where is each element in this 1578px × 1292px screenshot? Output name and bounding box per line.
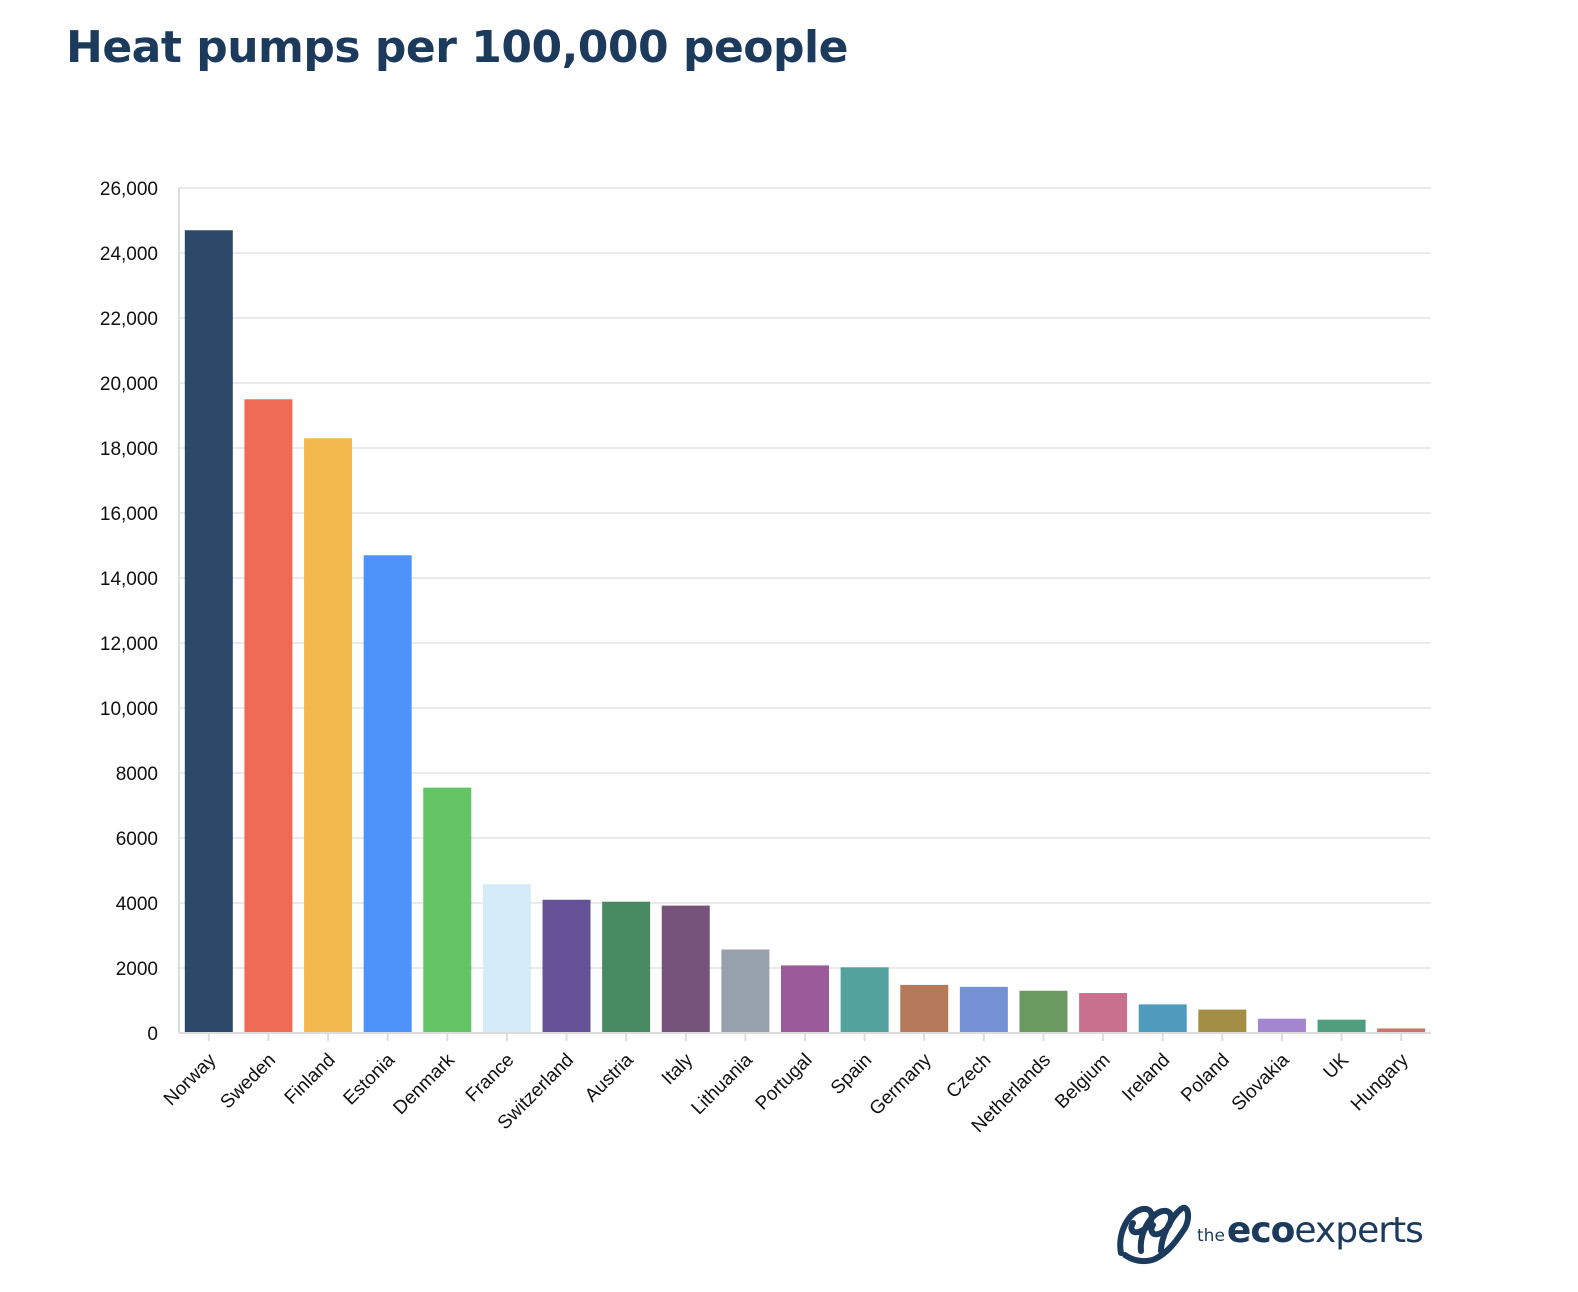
y-tick-label: 4000 <box>116 894 158 915</box>
x-label-estonia: Estonia <box>340 1049 400 1109</box>
brand-the-text: the <box>1197 1225 1225 1246</box>
bar-hungary <box>1377 1028 1426 1033</box>
x-label-spain: Spain <box>827 1050 876 1099</box>
bars <box>184 230 1426 1033</box>
bar-ireland <box>1138 1004 1187 1033</box>
bar-sweden <box>244 399 293 1033</box>
y-tick-label: 12,000 <box>100 634 158 655</box>
y-tick-label: 0 <box>147 1024 158 1045</box>
brand-experts-text: experts <box>1294 1210 1423 1251</box>
bar-germany <box>900 984 949 1033</box>
y-tick-label: 6000 <box>116 829 158 850</box>
bar-france <box>482 884 531 1033</box>
x-label-france: France <box>462 1050 519 1107</box>
y-tick-label: 20,000 <box>100 374 158 395</box>
x-label-belgium: Belgium <box>1051 1050 1114 1113</box>
bar-switzerland <box>542 899 591 1033</box>
x-label-finland: Finland <box>281 1050 340 1109</box>
y-tick-label: 18,000 <box>100 439 158 460</box>
x-label-italy: Italy <box>658 1049 698 1089</box>
chart-title: Heat pumps per 100,000 people <box>66 22 848 73</box>
bar-poland <box>1198 1009 1247 1033</box>
bar-slovakia <box>1257 1018 1306 1033</box>
x-label-denmark: Denmark <box>389 1049 459 1119</box>
brand-eco-text: eco <box>1226 1210 1295 1251</box>
x-label-slovakia: Slovakia <box>1228 1049 1294 1115</box>
bar-norway <box>184 230 233 1033</box>
y-tick-label: 8000 <box>116 764 158 785</box>
x-label-uk: UK <box>1320 1049 1354 1083</box>
y-tick-label: 2000 <box>116 959 158 980</box>
bar-uk <box>1317 1019 1366 1033</box>
x-label-austria: Austria <box>581 1049 638 1106</box>
bar-lithuania <box>721 949 770 1033</box>
x-label-ireland: Ireland <box>1118 1050 1174 1106</box>
ecoexperts-logo: the eco experts <box>1115 1193 1455 1268</box>
y-axis-ticks: 0 2000 4000 6000 8000 10,000 12,000 14,000 16,00… <box>100 179 158 1045</box>
x-label-czech: Czech <box>942 1050 995 1103</box>
bar-finland <box>304 438 353 1033</box>
x-label-sweden: Sweden <box>217 1050 280 1113</box>
y-tick-label: 10,000 <box>100 699 158 720</box>
bar-belgium <box>1079 993 1128 1033</box>
x-label-portugal: Portugal <box>752 1050 817 1115</box>
y-tick-label: 14,000 <box>100 569 158 590</box>
y-tick-label: 26,000 <box>100 179 158 200</box>
x-label-poland: Poland <box>1177 1050 1234 1107</box>
x-label-hungary: Hungary <box>1347 1049 1413 1115</box>
y-tick-label: 24,000 <box>100 244 158 265</box>
bar-austria <box>602 901 651 1033</box>
bar-portugal <box>781 965 829 1033</box>
bar-czech <box>959 986 1008 1033</box>
bar-denmark <box>423 787 472 1033</box>
x-label-lithuania: Lithuania <box>688 1049 758 1119</box>
y-tick-label: 16,000 <box>100 504 158 525</box>
bar-italy <box>661 905 710 1033</box>
y-tick-label: 22,000 <box>100 309 158 330</box>
x-label-germany: Germany <box>866 1049 936 1119</box>
bar-estonia <box>363 555 412 1033</box>
bar-netherlands <box>1019 990 1068 1033</box>
x-label-norway: Norway <box>160 1049 221 1110</box>
bar-spain <box>840 967 889 1033</box>
ee-swirl-icon <box>1117 1204 1191 1265</box>
